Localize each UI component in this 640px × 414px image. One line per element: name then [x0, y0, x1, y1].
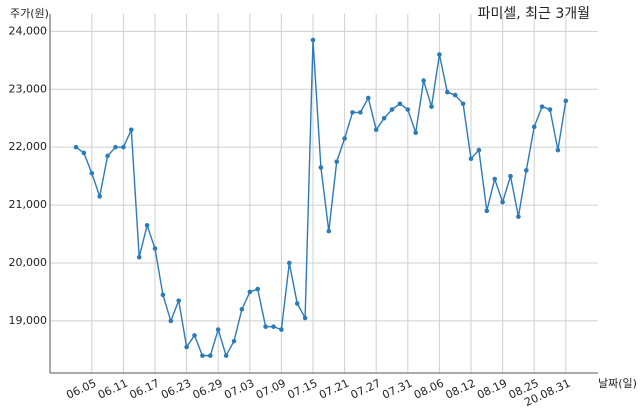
x-tick-label: 07.03: [222, 377, 256, 402]
point: [89, 170, 95, 176]
point: [334, 159, 340, 164]
point: [492, 176, 498, 182]
x-tick-label: 06.11: [96, 377, 130, 402]
point: [413, 130, 419, 136]
y-tick-label: 20,000: [9, 256, 48, 269]
point: [516, 214, 521, 219]
point: [152, 246, 158, 251]
point: [500, 199, 505, 205]
point: [555, 147, 561, 153]
point: [405, 107, 411, 112]
point: [326, 228, 332, 234]
point: [318, 165, 324, 170]
point: [136, 254, 142, 260]
x-tick-label: 06.05: [64, 377, 98, 402]
y-tick-label: 23,000: [9, 82, 48, 95]
point: [97, 194, 102, 199]
y-axis-label: 주가(원): [10, 7, 49, 20]
point: [381, 115, 387, 121]
point: [208, 353, 213, 358]
point: [271, 324, 276, 329]
point: [310, 37, 316, 43]
point: [524, 168, 529, 173]
x-tick-label: 08.06: [412, 377, 446, 402]
point: [200, 353, 205, 358]
point: [184, 344, 189, 350]
point: [215, 327, 221, 332]
point: [168, 318, 174, 324]
x-tick-label: 06.17: [127, 377, 161, 402]
point: [563, 98, 569, 104]
x-axis-label: 날짜(일): [598, 376, 637, 390]
x-tick-label: 07.31: [380, 377, 414, 402]
point: [476, 147, 482, 153]
point: [294, 301, 300, 306]
x-tick-label: 08.12: [443, 377, 477, 402]
point: [81, 150, 87, 156]
point: [263, 324, 268, 329]
point: [437, 52, 442, 57]
y-tick-label: 21,000: [9, 198, 48, 211]
price-line: [75, 40, 567, 358]
point: [358, 110, 363, 115]
x-tick-label: 08.19: [475, 377, 509, 402]
point: [539, 104, 545, 109]
point: [113, 144, 118, 150]
point: [176, 298, 181, 303]
y-tick-label: 19,000: [9, 314, 48, 327]
point: [105, 153, 110, 159]
point: [302, 315, 308, 321]
y-tick-label: 22,000: [9, 140, 48, 153]
point: [366, 95, 371, 101]
point: [73, 144, 79, 150]
x-tick-label: 07.21: [317, 377, 351, 402]
point: [144, 223, 150, 228]
point: [484, 208, 490, 214]
point: [445, 89, 450, 95]
point: [460, 101, 466, 107]
point: [468, 156, 474, 162]
point: [350, 110, 355, 115]
point: [452, 92, 458, 98]
x-tick-label: 06.29: [191, 377, 225, 402]
x-tick-label: 07.15: [285, 377, 319, 402]
x-tick-label: 06.23: [159, 377, 193, 402]
point: [429, 104, 434, 109]
point: [508, 173, 513, 179]
point: [389, 107, 395, 112]
point: [342, 136, 347, 141]
point: [287, 260, 292, 266]
point: [231, 338, 237, 344]
point: [192, 333, 197, 338]
x-tick-label: 07.27: [349, 377, 383, 402]
point: [129, 127, 134, 133]
point: [531, 124, 537, 130]
point: [121, 144, 126, 150]
point: [421, 78, 426, 83]
point: [160, 292, 166, 298]
point: [239, 307, 245, 312]
point: [255, 286, 260, 292]
point: [247, 289, 253, 295]
x-tick-label: 07.09: [254, 377, 288, 402]
point: [223, 353, 229, 358]
point: [397, 101, 403, 107]
point: [547, 107, 553, 112]
point: [279, 327, 284, 332]
y-tick-label: 24,000: [9, 24, 48, 37]
point: [373, 127, 379, 133]
